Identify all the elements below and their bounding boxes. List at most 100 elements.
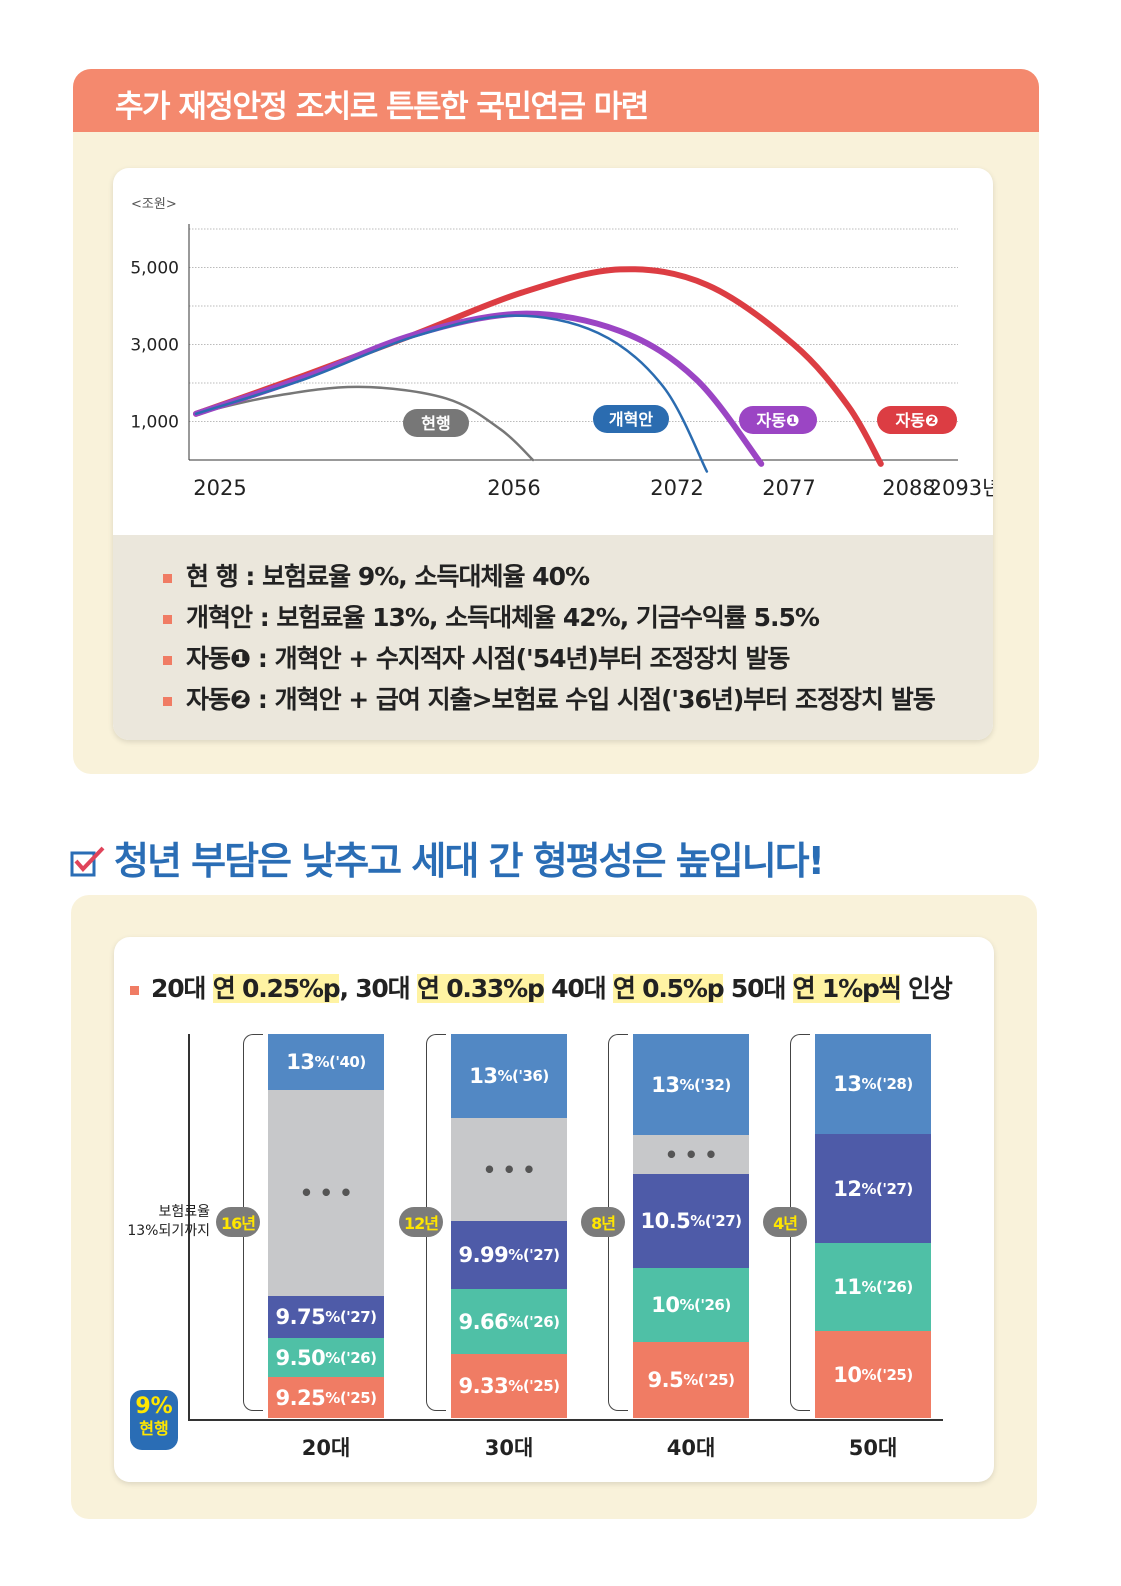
segment-value: • • • [664, 1142, 718, 1167]
segment-year: %('26) [861, 1278, 914, 1296]
y-tick-label: 3,000 [130, 336, 179, 356]
legend-text: : 개혁안 + 급여 지출>보험료 수입 시점('36년)부터 조정장치 발동 [250, 685, 936, 714]
segment-year: %('25) [683, 1371, 735, 1389]
segment-value: 13 [469, 1064, 498, 1088]
series-line [194, 385, 535, 462]
heading-text: 50대 [723, 974, 793, 1003]
bullet-square [163, 696, 172, 706]
segment-year: %('25) [861, 1365, 914, 1384]
bar-segment: 13 %('40) [268, 1034, 384, 1090]
x-category-label: 50대 [848, 1436, 898, 1460]
highlight-text: 연 0.33%p [416, 974, 545, 1003]
bar-segment: 11 %('26) [815, 1243, 931, 1331]
legend-item: 개혁안 : 보험료율 13%, 소득대체율 42%, 기금수익률 5.5% [163, 598, 820, 634]
series-label-badge: 현행 [403, 409, 469, 437]
bar-segment: 10 %('25) [815, 1331, 931, 1418]
legend-name: 개혁안 [186, 603, 253, 632]
chart-legend: 현 행 : 보험료율 9%, 소득대체율 40% 개혁안 : 보험료율 13%, … [113, 535, 993, 740]
bar-segment: 9.66 %('26) [451, 1289, 567, 1354]
segment-year: %('27) [690, 1212, 742, 1230]
highlight-text: 연 0.25%p [212, 974, 341, 1003]
segment-value: 10 [833, 1362, 862, 1387]
series-line [193, 266, 884, 467]
x-tick-label: 2077 [762, 476, 815, 500]
segment-value: 9.75 [275, 1305, 326, 1329]
bar-segment: 13 %('36) [451, 1034, 567, 1118]
series-label-badge: 개혁안 [593, 405, 669, 433]
fund-line-chart: <조원> 1,000 3,000 5,000 2025 2056 2072 2077 20882… [130, 197, 993, 500]
segment-year: %('25) [325, 1388, 377, 1407]
checkbox-check-icon [70, 846, 105, 877]
segment-value: 13 [651, 1072, 680, 1097]
years-pill: 16년 [216, 1207, 260, 1237]
legend-item: 현 행 : 보험료율 9%, 소득대체율 40% [163, 557, 590, 593]
segment-value: 13 [833, 1072, 862, 1096]
bar-segment: 10.5 %('27) [633, 1174, 749, 1268]
x-tick-label: 2088 [882, 476, 935, 500]
segment-value: 9.25 [275, 1385, 326, 1410]
axis-label-line2: 13%되기까지 [127, 1223, 210, 1239]
segment-value: 10 [651, 1293, 680, 1317]
bar-segment: 9.99 %('27) [451, 1221, 567, 1289]
legend-text: : 보험료율 9%, 소득대체율 40% [237, 562, 590, 591]
series-label: 현행 [421, 414, 450, 433]
segment-value: • • • [482, 1157, 536, 1182]
heading-text: 20대 [151, 974, 213, 1003]
heading-text: 40대 [543, 974, 613, 1003]
segment-value: 13 [286, 1050, 315, 1074]
x-category-label: 40대 [666, 1436, 716, 1460]
heading-text: , 30대 [339, 974, 417, 1003]
bullet-square [163, 614, 172, 624]
series-label: 개혁안 [609, 410, 653, 429]
bar-segment: 9.50 %('26) [268, 1338, 384, 1377]
x-category-label: 30대 [484, 1436, 534, 1460]
x-tick-label: 2093년 [929, 476, 993, 500]
segment-value: • • • [299, 1181, 353, 1205]
segment-value: 9.33 [458, 1374, 509, 1398]
segment-year: %('27) [508, 1246, 560, 1264]
x-axis [188, 1419, 943, 1421]
bar-segment: • • • [451, 1118, 567, 1221]
bullet-square [130, 985, 139, 995]
series-label: 자동❷ [896, 411, 939, 430]
bar-segment: 9.75 %('27) [268, 1296, 384, 1338]
segment-year: %('26) [325, 1348, 377, 1367]
years-pill: 4년 [763, 1207, 807, 1237]
section-title: 청년 부담은 낮추고 세대 간 형평성은 높입니다! [70, 830, 825, 885]
legend-name: 자동❷ [186, 685, 251, 714]
segment-year: %('36) [497, 1067, 550, 1085]
line-chart-panel: <조원> 1,000 3,000 5,000 2025 2056 2072 2077 2088 2… [113, 168, 993, 740]
x-tick-label: 2056 [487, 476, 540, 500]
series-line [194, 314, 709, 473]
years-pill: 8년 [581, 1207, 625, 1237]
segment-year: %('26) [508, 1312, 560, 1331]
segment-year: %('32) [679, 1075, 732, 1094]
legend-item: 자동❷ : 개혁안 + 급여 지출>보험료 수입 시점('36년)부터 조정장치… [163, 680, 936, 716]
card-title: 추가 재정안정 조치로 튼튼한 국민연금 마련 [115, 89, 649, 125]
segment-year: %('27) [861, 1179, 914, 1198]
series-line [193, 310, 765, 467]
segment-year: %('25) [508, 1377, 560, 1395]
series-label: 자동❶ [757, 411, 800, 430]
pension-fund-card: 추가 재정안정 조치로 튼튼한 국민연금 마련 <조원> 1,000 3,000 5,… [73, 69, 1039, 774]
legend-item: 자동❶ : 개혁안 + 수지적자 시점('54년)부터 조정장치 발동 [163, 639, 790, 675]
y-tick-label: 5,000 [130, 259, 179, 279]
current-rate: 9% [135, 1394, 173, 1419]
bullet-square [163, 655, 172, 665]
bar-segment: • • • [633, 1135, 749, 1174]
y-axis [188, 1034, 190, 1420]
card-header [73, 69, 1039, 132]
bar-segment: 10 %('26) [633, 1268, 749, 1342]
bar-segment: 9.5 %('25) [633, 1342, 749, 1418]
unit-label: <조원> [131, 197, 177, 212]
section-title-text: 청년 부담은 낮추고 세대 간 형평성은 높입니다! [114, 839, 825, 883]
x-category-label: 20대 [301, 1436, 351, 1460]
highlight-text: 연 1%p씩 [792, 974, 902, 1003]
segment-year: %('28) [861, 1075, 914, 1093]
legend-name: 자동❶ [186, 644, 251, 673]
segment-year: %('40) [314, 1053, 367, 1071]
bar-segment: 9.33 %('25) [451, 1354, 567, 1418]
bar-segment: 9.25 %('25) [268, 1377, 384, 1418]
bullet-square [163, 573, 172, 583]
current-label: 현행 [139, 1419, 169, 1438]
